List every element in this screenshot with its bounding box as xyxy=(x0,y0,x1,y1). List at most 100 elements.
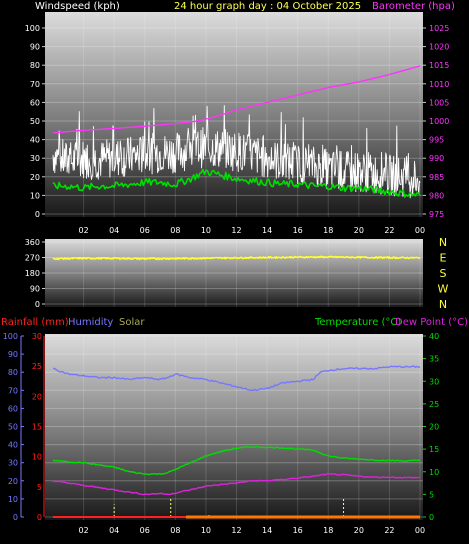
temperature-tick-label: 15 xyxy=(429,445,439,454)
barometer-tick-label: 1020 xyxy=(429,43,449,52)
barometer-tick-label: 1025 xyxy=(429,24,449,33)
temperature-tick-label: 10 xyxy=(429,468,439,477)
rainfall-tick-label: 20 xyxy=(32,392,42,401)
compass-tick-label: N xyxy=(439,236,447,249)
time-tick-label: 08 xyxy=(170,226,180,235)
barometer-axis: 975 980 985 990 995 1000 1005 1010 1015 1020 1025 xyxy=(423,24,449,219)
windspeed-axis: 0 10 20 30 40 50 60 70 80 90 100 xyxy=(25,24,45,219)
windspeed-tick-label: 40 xyxy=(30,136,40,145)
temperature-tick-label: 5 xyxy=(429,490,434,499)
humidity-tick-label: 70 xyxy=(8,386,18,395)
legend-rainfall: Rainfall (mm) xyxy=(1,317,69,328)
rainfall-tick-label: 10 xyxy=(32,453,42,462)
time-tick-label: 16 xyxy=(293,226,303,235)
direction-tick-label: 90 xyxy=(30,285,40,294)
rainfall-tick-label: 15 xyxy=(32,423,42,432)
humidity-tick-label: 30 xyxy=(8,459,18,468)
time-tick-label: 20 xyxy=(354,226,364,235)
humidity-tick-label: 80 xyxy=(8,368,18,377)
humidity-axis: 0 10 20 30 40 50 60 70 80 90 100 xyxy=(3,332,24,522)
windspeed-tick-label: 50 xyxy=(30,117,40,126)
temperature-tick-label: 40 xyxy=(429,332,439,341)
time-tick-label: 06 xyxy=(140,226,150,235)
time-tick-label: 06 xyxy=(140,526,150,535)
time-tick-label: 18 xyxy=(323,226,333,235)
rainfall-axis: 0 5 10 15 20 25 30 xyxy=(32,332,45,522)
windspeed-tick-label: 100 xyxy=(25,24,40,33)
direction-line xyxy=(52,255,421,261)
humidity-tick-label: 60 xyxy=(8,404,18,413)
legend-temperature: Temperature (°C) xyxy=(314,317,401,328)
temperature-tick-label: 35 xyxy=(429,355,439,364)
barometer-tick-label: 1010 xyxy=(429,80,449,89)
windspeed-tick-label: 10 xyxy=(30,191,40,200)
temperature-tick-label: 25 xyxy=(429,400,439,409)
temperature-time-axis: 02 04 06 08 10 12 14 16 18 20 22 00 xyxy=(78,526,425,535)
direction-tick-label: 180 xyxy=(25,269,40,278)
humidity-tick-label: 50 xyxy=(8,423,18,432)
legend-solar: Solar xyxy=(119,317,145,328)
windspeed-tick-label: 20 xyxy=(30,173,40,182)
graph-title: 24 hour graph day : 04 October 2025 xyxy=(174,1,361,12)
rainfall-tick-label: 0 xyxy=(37,513,42,522)
humidity-tick-label: 40 xyxy=(8,441,18,450)
direction-degree-axis: 0 90 180 270 360 xyxy=(25,238,45,309)
windspeed-tick-label: 90 xyxy=(30,43,40,52)
wind-time-axis: 02 04 06 08 10 12 14 16 18 20 22 00 xyxy=(78,226,425,235)
wind-panel-series xyxy=(52,65,421,199)
time-tick-label: 16 xyxy=(293,526,303,535)
barometer-tick-label: 975 xyxy=(429,210,444,219)
temperature-line xyxy=(52,446,421,476)
temperature-panel: 0 10 20 30 40 50 60 70 80 90 100 0 5 10 15 20 25 30 0 5 10… xyxy=(3,332,439,535)
temperature-panel-grid xyxy=(45,334,423,520)
humidity-tick-label: 100 xyxy=(3,332,18,341)
time-tick-label: 12 xyxy=(231,526,241,535)
barometer-tick-label: 985 xyxy=(429,173,444,182)
direction-panel-series xyxy=(52,255,421,261)
legend: Rainfall (mm) Humidity Solar Temperature… xyxy=(1,317,468,328)
time-tick-label: 14 xyxy=(262,226,272,235)
wind-panel-grid xyxy=(45,12,423,217)
direction-tick-label: 0 xyxy=(35,300,40,309)
barometer-tick-label: 1015 xyxy=(429,61,449,70)
time-tick-label: 10 xyxy=(201,226,211,235)
temperature-tick-label: 20 xyxy=(429,423,439,432)
time-tick-label: 10 xyxy=(201,526,211,535)
barometer-tick-label: 980 xyxy=(429,191,444,200)
time-tick-label: 12 xyxy=(231,226,241,235)
time-tick-label: 00 xyxy=(415,526,425,535)
time-tick-label: 00 xyxy=(415,226,425,235)
barometer-tick-label: 990 xyxy=(429,154,444,163)
time-tick-label: 02 xyxy=(78,526,88,535)
wind-average-line xyxy=(52,168,421,198)
temperature-panel-series xyxy=(52,365,421,519)
direction-panel-background xyxy=(45,239,423,307)
time-tick-label: 14 xyxy=(262,526,272,535)
compass-tick-label: S xyxy=(440,267,447,280)
windspeed-line xyxy=(52,105,421,199)
time-tick-label: 02 xyxy=(78,226,88,235)
compass-tick-label: N xyxy=(439,298,447,311)
windspeed-tick-label: 0 xyxy=(35,210,40,219)
windspeed-label: Windspeed (kph) xyxy=(35,1,120,12)
legend-dewpoint: Dew Point (°C) xyxy=(395,317,468,328)
time-tick-label: 20 xyxy=(354,526,364,535)
compass-tick-label: E xyxy=(440,252,447,265)
time-tick-label: 18 xyxy=(323,526,333,535)
temperature-tick-label: 30 xyxy=(429,377,439,386)
direction-tick-label: 270 xyxy=(25,254,40,263)
compass-tick-label: W xyxy=(438,283,449,296)
humidity-tick-label: 90 xyxy=(8,350,18,359)
barometer-tick-label: 1000 xyxy=(429,117,449,126)
rainfall-tick-label: 30 xyxy=(32,332,42,341)
humidity-tick-label: 10 xyxy=(8,495,18,504)
time-tick-label: 04 xyxy=(109,226,119,235)
barometer-line xyxy=(52,65,421,134)
time-tick-label: 22 xyxy=(384,526,394,535)
time-tick-label: 08 xyxy=(170,526,180,535)
windspeed-tick-label: 60 xyxy=(30,98,40,107)
